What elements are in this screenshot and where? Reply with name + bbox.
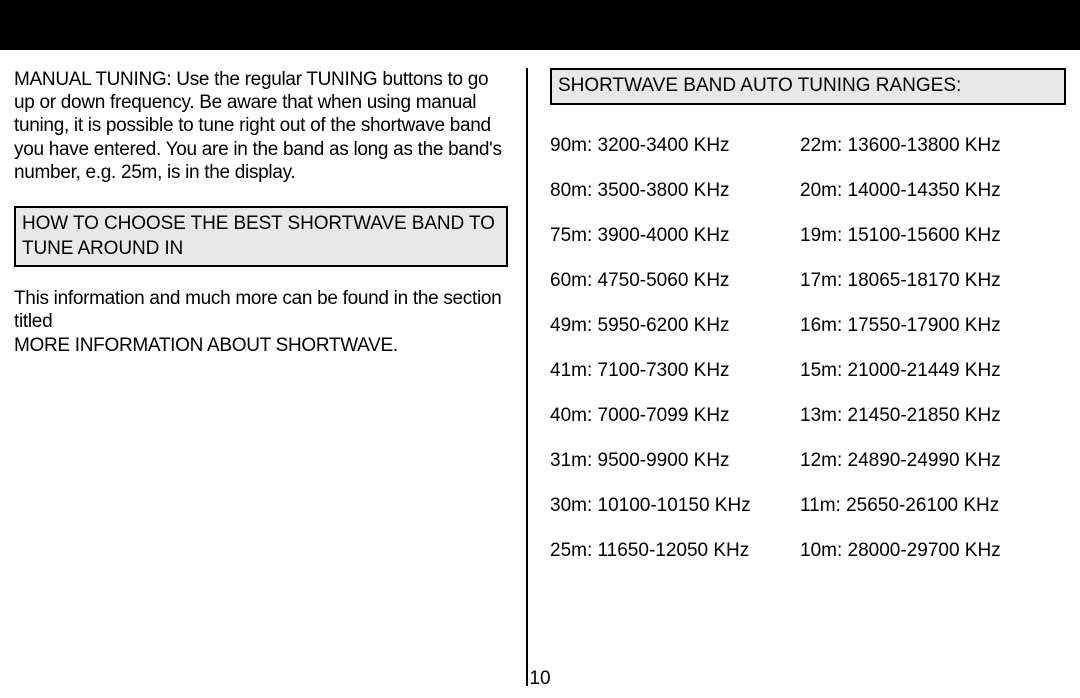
range-entry: 11m: 25650-26100 KHz — [800, 495, 1050, 517]
range-entry: 25m: 11650-12050 KHz — [550, 540, 800, 562]
range-entry: 13m: 21450-21850 KHz — [800, 405, 1050, 427]
range-entry: 10m: 28000-29700 KHz — [800, 540, 1050, 562]
range-entry: 41m: 7100-7300 KHz — [550, 360, 800, 382]
range-entry: 90m: 3200-3400 KHz — [550, 135, 800, 157]
range-entry: 22m: 13600-13800 KHz — [800, 135, 1050, 157]
range-entry: 15m: 21000-21449 KHz — [800, 360, 1050, 382]
how-to-choose-box: HOW TO CHOOSE THE BEST SHORTWAVE BAND TO… — [14, 206, 508, 267]
top-black-bar — [0, 0, 1080, 50]
range-entry: 20m: 14000-14350 KHz — [800, 180, 1050, 202]
range-entry: 80m: 3500-3800 KHz — [550, 180, 800, 202]
right-column: SHORTWAVE BAND AUTO TUNING RANGES: 90m: … — [528, 68, 1066, 668]
manual-tuning-paragraph: MANUAL TUNING: Use the regular TUNING bu… — [14, 68, 508, 184]
range-entry: 40m: 7000-7099 KHz — [550, 405, 800, 427]
ranges-col-1: 90m: 3200-3400 KHz 80m: 3500-3800 KHz 75… — [550, 135, 800, 585]
range-entry: 17m: 18065-18170 KHz — [800, 270, 1050, 292]
ranges-title-box: SHORTWAVE BAND AUTO TUNING RANGES: — [550, 68, 1066, 105]
range-entry: 19m: 15100-15600 KHz — [800, 225, 1050, 247]
range-entry: 31m: 9500-9900 KHz — [550, 450, 800, 472]
page-number: 10 — [0, 668, 1080, 690]
range-entry: 60m: 4750-5060 KHz — [550, 270, 800, 292]
range-entry: 12m: 24890-24990 KHz — [800, 450, 1050, 472]
left-column: MANUAL TUNING: Use the regular TUNING bu… — [14, 68, 526, 668]
info-line-2: MORE INFORMATION ABOUT SHORTWAVE. — [14, 334, 508, 357]
range-entry: 30m: 10100-10150 KHz — [550, 495, 800, 517]
ranges-table: 90m: 3200-3400 KHz 80m: 3500-3800 KHz 75… — [550, 135, 1066, 585]
range-entry: 75m: 3900-4000 KHz — [550, 225, 800, 247]
range-entry: 49m: 5950-6200 KHz — [550, 315, 800, 337]
info-line-1: This information and much more can be fo… — [14, 287, 508, 333]
range-entry: 16m: 17550-17900 KHz — [800, 315, 1050, 337]
ranges-col-2: 22m: 13600-13800 KHz 20m: 14000-14350 KH… — [800, 135, 1050, 585]
page-content: MANUAL TUNING: Use the regular TUNING bu… — [0, 50, 1080, 668]
